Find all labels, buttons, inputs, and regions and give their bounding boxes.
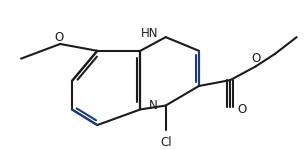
Text: O: O [251,52,260,65]
Text: N: N [149,99,158,112]
Text: O: O [54,31,64,44]
Text: HN: HN [140,27,158,40]
Text: O: O [237,103,247,116]
Text: Cl: Cl [160,136,172,149]
